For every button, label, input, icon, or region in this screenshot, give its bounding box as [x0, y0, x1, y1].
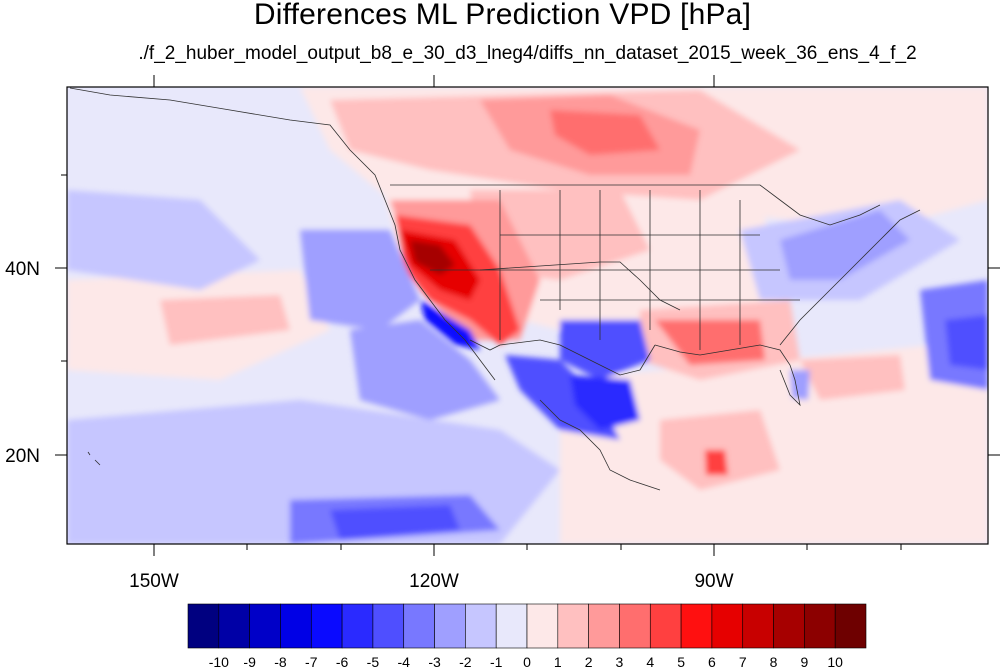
colorbar-swatch: [680, 603, 713, 649]
colorbar-label: -10: [209, 654, 229, 670]
map-boundaries: [69, 87, 921, 491]
map-ticks: [55, 75, 1000, 556]
colorbar-label: 5: [677, 654, 685, 670]
colorbar-swatch: [804, 603, 836, 649]
colorbar-label: 8: [770, 654, 778, 670]
colorbar-swatch: [495, 603, 528, 649]
map-plot-area: [67, 87, 988, 544]
colorbar-label: 7: [739, 654, 747, 670]
colorbar-label: -4: [398, 654, 411, 670]
colorbar-label: -5: [367, 654, 380, 670]
colorbar-swatch: [403, 603, 435, 649]
colorbar-label: -3: [428, 654, 441, 670]
colorbar-label: -9: [243, 654, 256, 670]
colorbar: -10 -9 -8 -7 -6 -5 -4 -3 -2 -1 0 1 2 3 4 5 6 7 8 9 10: [187, 603, 867, 670]
colorbar-swatch: [742, 603, 774, 649]
colorbar-label: 10: [827, 654, 843, 670]
colorbar-label: -7: [305, 654, 318, 670]
colorbar-swatch: [619, 603, 651, 649]
colorbar-swatch: [187, 603, 220, 649]
colorbar-label: 9: [800, 654, 808, 670]
colorbar-swatch: [372, 603, 405, 649]
lon-label-150w: 150W: [129, 571, 179, 592]
colorbar-label: 2: [585, 654, 593, 670]
colorbar-swatch: [773, 603, 805, 649]
colorbar-swatch: [526, 603, 559, 649]
colorbar-label: -8: [274, 654, 287, 670]
colorbar-label: 1: [554, 654, 562, 670]
colorbar-swatch: [434, 603, 466, 649]
colorbar-label: -6: [336, 654, 349, 670]
colorbar-swatch: [249, 603, 281, 649]
colorbar-swatch: [465, 603, 497, 649]
colorbar-label: 0: [523, 654, 531, 670]
colorbar-label: -2: [459, 654, 472, 670]
colorbar-swatch: [218, 603, 250, 649]
colorbar-label: 4: [646, 654, 654, 670]
lat-label-40n: 40N: [5, 259, 40, 280]
lon-label-90w: 90W: [694, 571, 733, 592]
colorbar-label: 6: [708, 654, 716, 670]
colorbar-swatch: [310, 603, 343, 649]
colorbar-swatch: [834, 603, 867, 649]
map-subtitle: ./f_2_huber_model_output_b8_e_30_d3_lneg…: [138, 43, 917, 64]
colorbar-swatch: [588, 603, 620, 649]
lat-label-20n: 20N: [5, 446, 40, 467]
colorbar-swatch: [280, 603, 312, 649]
colorbar-label: -1: [490, 654, 503, 670]
colorbar-swatch: [649, 603, 682, 649]
difference-field: [67, 87, 988, 544]
map-title: Differences ML Prediction VPD [hPa]: [253, 0, 752, 31]
lon-label-120w: 120W: [409, 571, 459, 592]
colorbar-swatch: [341, 603, 374, 649]
colorbar-swatch: [557, 603, 589, 649]
colorbar-swatch: [711, 603, 744, 649]
colorbar-label: 3: [616, 654, 624, 670]
